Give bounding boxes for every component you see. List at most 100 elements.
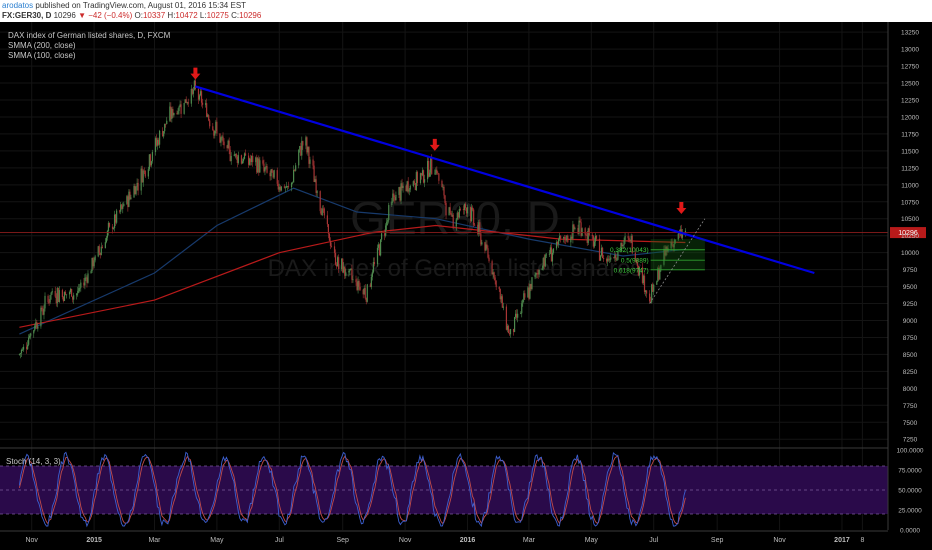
candle-body xyxy=(614,255,616,259)
x-tick-label: Mar xyxy=(523,537,536,544)
candle-body xyxy=(28,337,30,345)
candle-body xyxy=(452,214,454,227)
y-tick-label: 7500 xyxy=(903,420,918,427)
candle-body xyxy=(674,239,676,244)
candle-body xyxy=(529,284,531,299)
candle-body xyxy=(137,182,139,191)
y-tick-label: 12500 xyxy=(901,81,919,88)
candle-body xyxy=(240,155,243,164)
candle-body xyxy=(216,121,218,134)
candle-body xyxy=(350,268,352,270)
candle-body xyxy=(630,235,632,241)
candle-body xyxy=(126,196,128,204)
candle-body xyxy=(90,271,92,274)
candle-body xyxy=(472,207,474,210)
candle-body xyxy=(276,170,278,184)
candle-body xyxy=(237,155,239,163)
candle-body xyxy=(42,309,44,315)
candle-body xyxy=(199,91,202,96)
candle-body xyxy=(379,239,382,256)
candle-body xyxy=(341,258,343,270)
candle-body xyxy=(284,187,287,189)
candle-body xyxy=(140,168,142,191)
candle-body xyxy=(631,235,633,253)
candle-body xyxy=(47,295,49,303)
candle-body xyxy=(542,258,544,269)
candle-body xyxy=(469,207,472,221)
candle-body xyxy=(513,317,516,332)
fib-zone xyxy=(650,239,705,250)
candle-body xyxy=(221,136,223,138)
y-tick-label: 9500 xyxy=(903,284,918,291)
smma100-line xyxy=(19,187,686,335)
candle-body xyxy=(594,235,597,242)
candle-body xyxy=(507,325,510,334)
candle-body xyxy=(429,172,431,177)
candle-body xyxy=(512,328,515,332)
candle-body xyxy=(299,146,301,150)
candle-body xyxy=(641,267,644,283)
candle-body xyxy=(428,160,430,177)
candle-body xyxy=(293,170,295,183)
y-tick-label: 7750 xyxy=(903,403,918,410)
candle-body xyxy=(607,258,609,262)
candle-body xyxy=(286,186,289,187)
candle-body xyxy=(593,241,595,247)
candle-body xyxy=(157,139,160,145)
candle-body xyxy=(170,106,172,119)
candle-body xyxy=(57,287,59,303)
candle-body xyxy=(285,186,288,188)
candle-body xyxy=(147,169,149,177)
grid xyxy=(0,22,888,530)
candle-body xyxy=(308,147,310,164)
candle-body xyxy=(247,155,250,165)
candle-body xyxy=(352,279,354,281)
candle-body xyxy=(684,230,687,233)
candle-body xyxy=(294,170,296,171)
candle-body xyxy=(250,158,252,162)
change-arrow-icon: ▼ xyxy=(78,11,86,20)
publish-info: arodatos published on TradingView.com, A… xyxy=(2,1,246,11)
candle-body xyxy=(634,252,636,261)
chart-area[interactable]: GER30, D DAX index of German listed shar… xyxy=(0,22,932,550)
candle-body xyxy=(94,256,96,261)
candle-body xyxy=(222,136,224,142)
candle-body xyxy=(485,244,487,251)
candle-body xyxy=(143,170,145,172)
candle-body xyxy=(236,156,238,163)
candle-body xyxy=(436,169,438,173)
candle-body xyxy=(649,293,651,302)
candle-body xyxy=(672,245,674,248)
symbol-name[interactable]: FX:GER30, D xyxy=(2,11,52,20)
candle-body xyxy=(58,290,60,303)
candle-body xyxy=(228,140,230,150)
candle-body xyxy=(108,222,111,227)
candle-body xyxy=(645,290,648,294)
candle-body xyxy=(643,275,646,292)
last-price: 10296 xyxy=(53,11,76,20)
candle-body xyxy=(291,182,294,184)
candle-body xyxy=(388,205,390,221)
y-tick-label: 10750 xyxy=(901,199,919,206)
candle-body xyxy=(73,295,75,300)
candle-body xyxy=(212,126,214,131)
candle-body xyxy=(387,220,389,222)
stoch-d-line xyxy=(18,455,686,525)
candle-body xyxy=(163,131,165,137)
candle-body xyxy=(370,276,372,287)
candle-body xyxy=(369,284,371,287)
candle-body xyxy=(644,290,647,292)
candle-body xyxy=(427,160,429,180)
open-value: 10337 xyxy=(142,11,166,20)
author-link[interactable]: arodatos xyxy=(2,1,34,10)
candle-body xyxy=(169,106,171,121)
candle-body xyxy=(271,169,273,173)
candle-body xyxy=(502,306,504,308)
candle-body xyxy=(316,191,318,193)
candle-body xyxy=(463,204,466,210)
candle-body xyxy=(572,224,574,239)
stoch-tick-label: 50.0000 xyxy=(898,488,922,495)
candle-body xyxy=(342,258,344,273)
candle-body xyxy=(522,299,524,304)
candle-body xyxy=(337,257,339,267)
